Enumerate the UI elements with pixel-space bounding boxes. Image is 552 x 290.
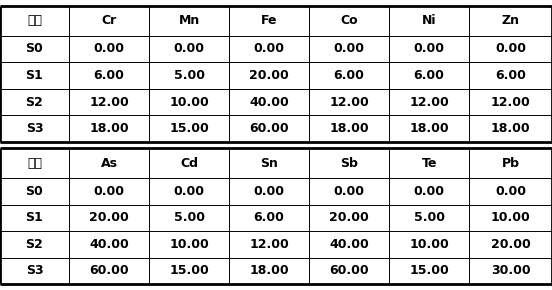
Text: S1: S1 bbox=[25, 69, 44, 82]
Text: 5.00: 5.00 bbox=[173, 211, 205, 224]
Text: 0.00: 0.00 bbox=[413, 185, 445, 198]
Text: 6.00: 6.00 bbox=[254, 211, 284, 224]
Text: 浓度: 浓度 bbox=[27, 14, 42, 27]
Text: 10.00: 10.00 bbox=[169, 95, 209, 108]
Text: S2: S2 bbox=[25, 238, 44, 251]
Text: Zn: Zn bbox=[502, 14, 519, 27]
Text: 0.00: 0.00 bbox=[495, 185, 526, 198]
Text: 0.00: 0.00 bbox=[413, 42, 445, 55]
Text: S0: S0 bbox=[25, 185, 44, 198]
Text: 10.00: 10.00 bbox=[409, 238, 449, 251]
Text: 12.00: 12.00 bbox=[249, 238, 289, 251]
Text: 15.00: 15.00 bbox=[169, 264, 209, 278]
Text: S3: S3 bbox=[26, 264, 43, 278]
Text: 6.00: 6.00 bbox=[414, 69, 444, 82]
Text: 20.00: 20.00 bbox=[491, 238, 530, 251]
Text: 0.00: 0.00 bbox=[495, 42, 526, 55]
Text: 12.00: 12.00 bbox=[491, 95, 530, 108]
Text: 0.00: 0.00 bbox=[253, 185, 285, 198]
Text: 0.00: 0.00 bbox=[93, 185, 125, 198]
Text: 15.00: 15.00 bbox=[409, 264, 449, 278]
Text: 18.00: 18.00 bbox=[250, 264, 289, 278]
Text: 0.00: 0.00 bbox=[333, 42, 365, 55]
Text: 40.00: 40.00 bbox=[329, 238, 369, 251]
Text: Pb: Pb bbox=[502, 157, 519, 170]
Text: 60.00: 60.00 bbox=[330, 264, 369, 278]
Text: 0.00: 0.00 bbox=[253, 42, 285, 55]
Text: 10.00: 10.00 bbox=[169, 238, 209, 251]
Text: Cd: Cd bbox=[180, 157, 198, 170]
Text: Sn: Sn bbox=[260, 157, 278, 170]
Text: Te: Te bbox=[421, 157, 437, 170]
Text: 40.00: 40.00 bbox=[89, 238, 129, 251]
Text: 6.00: 6.00 bbox=[495, 69, 526, 82]
Text: 0.00: 0.00 bbox=[93, 42, 125, 55]
Text: 18.00: 18.00 bbox=[330, 122, 369, 135]
Text: 12.00: 12.00 bbox=[329, 95, 369, 108]
Text: 15.00: 15.00 bbox=[169, 122, 209, 135]
Text: 20.00: 20.00 bbox=[329, 211, 369, 224]
Text: 10.00: 10.00 bbox=[491, 211, 530, 224]
Text: Ni: Ni bbox=[422, 14, 437, 27]
Text: 60.00: 60.00 bbox=[89, 264, 129, 278]
Text: 12.00: 12.00 bbox=[409, 95, 449, 108]
Text: 18.00: 18.00 bbox=[89, 122, 129, 135]
Text: 60.00: 60.00 bbox=[250, 122, 289, 135]
Text: 6.00: 6.00 bbox=[94, 69, 124, 82]
Text: 40.00: 40.00 bbox=[249, 95, 289, 108]
Text: 20.00: 20.00 bbox=[249, 69, 289, 82]
Text: 5.00: 5.00 bbox=[173, 69, 205, 82]
Text: 0.00: 0.00 bbox=[333, 185, 365, 198]
Text: S0: S0 bbox=[25, 42, 44, 55]
Text: Mn: Mn bbox=[178, 14, 200, 27]
Text: S2: S2 bbox=[25, 95, 44, 108]
Text: 18.00: 18.00 bbox=[410, 122, 449, 135]
Text: 0.00: 0.00 bbox=[173, 185, 205, 198]
Text: 18.00: 18.00 bbox=[491, 122, 530, 135]
Text: As: As bbox=[100, 157, 118, 170]
Text: S1: S1 bbox=[25, 211, 44, 224]
Text: Cr: Cr bbox=[102, 14, 116, 27]
Text: 30.00: 30.00 bbox=[491, 264, 530, 278]
Text: 12.00: 12.00 bbox=[89, 95, 129, 108]
Text: 20.00: 20.00 bbox=[89, 211, 129, 224]
Text: Sb: Sb bbox=[340, 157, 358, 170]
Text: Co: Co bbox=[341, 14, 358, 27]
Text: S3: S3 bbox=[26, 122, 43, 135]
Text: 0.00: 0.00 bbox=[173, 42, 205, 55]
Text: Fe: Fe bbox=[261, 14, 277, 27]
Text: 5.00: 5.00 bbox=[413, 211, 445, 224]
Text: 6.00: 6.00 bbox=[334, 69, 364, 82]
Text: 浓度: 浓度 bbox=[27, 157, 42, 170]
